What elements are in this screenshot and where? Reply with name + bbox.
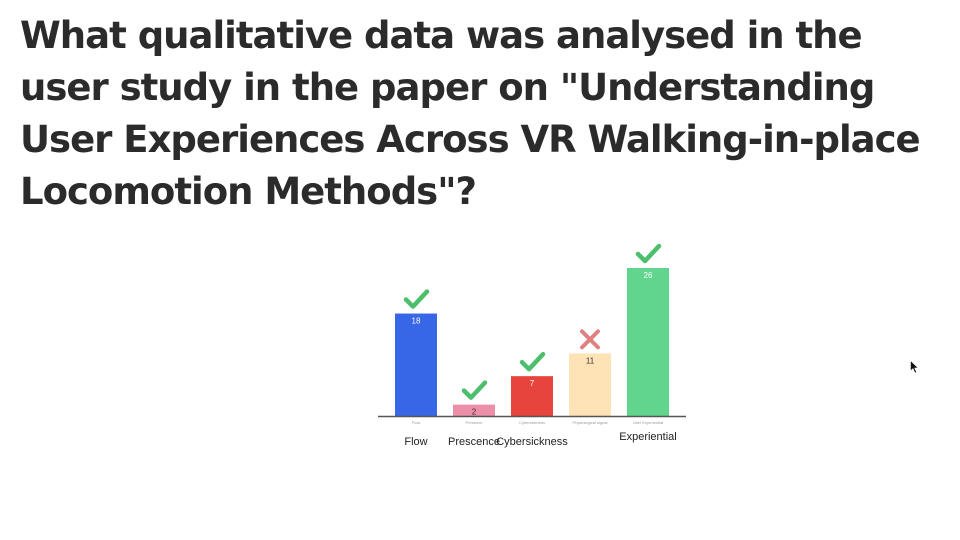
check-icon: [461, 380, 488, 400]
bar: [569, 353, 611, 416]
x-tick-label: Presence: [466, 420, 484, 425]
mouse-cursor-icon: [910, 360, 919, 374]
bar-caption: Flow: [404, 436, 428, 448]
marks-layer: [403, 243, 662, 400]
bar: [627, 268, 669, 416]
bar-value-label: 2: [472, 408, 477, 417]
bar: [395, 313, 437, 416]
x-tick-label: User Experiential: [633, 420, 664, 425]
slide-title: What qualitative data was analysed in th…: [20, 14, 921, 213]
ticks-layer: Flow Presence Cybersickness Physiological s…: [412, 420, 664, 425]
check-icon: [403, 289, 430, 309]
bar: [453, 404, 495, 416]
bar-value-label: 18: [412, 317, 421, 326]
bars-layer: 18 2 7 11 26: [395, 268, 669, 417]
check-icon: [635, 243, 662, 264]
check-icon: [519, 351, 546, 372]
bar-caption: Experiential: [619, 431, 677, 443]
bar-value-label: 11: [586, 356, 595, 365]
bar-value-label: 26: [644, 271, 653, 280]
x-tick-label: Physiological signal: [573, 420, 608, 425]
cross-icon: [580, 329, 600, 350]
x-tick-label: Cybersickness: [519, 420, 545, 425]
x-tick-label: Flow: [412, 420, 421, 425]
bar: [511, 376, 553, 416]
bar-caption: Prescence: [448, 436, 500, 448]
bar-caption: Cybersickness: [496, 436, 568, 448]
bar-value-label: 7: [530, 379, 535, 388]
